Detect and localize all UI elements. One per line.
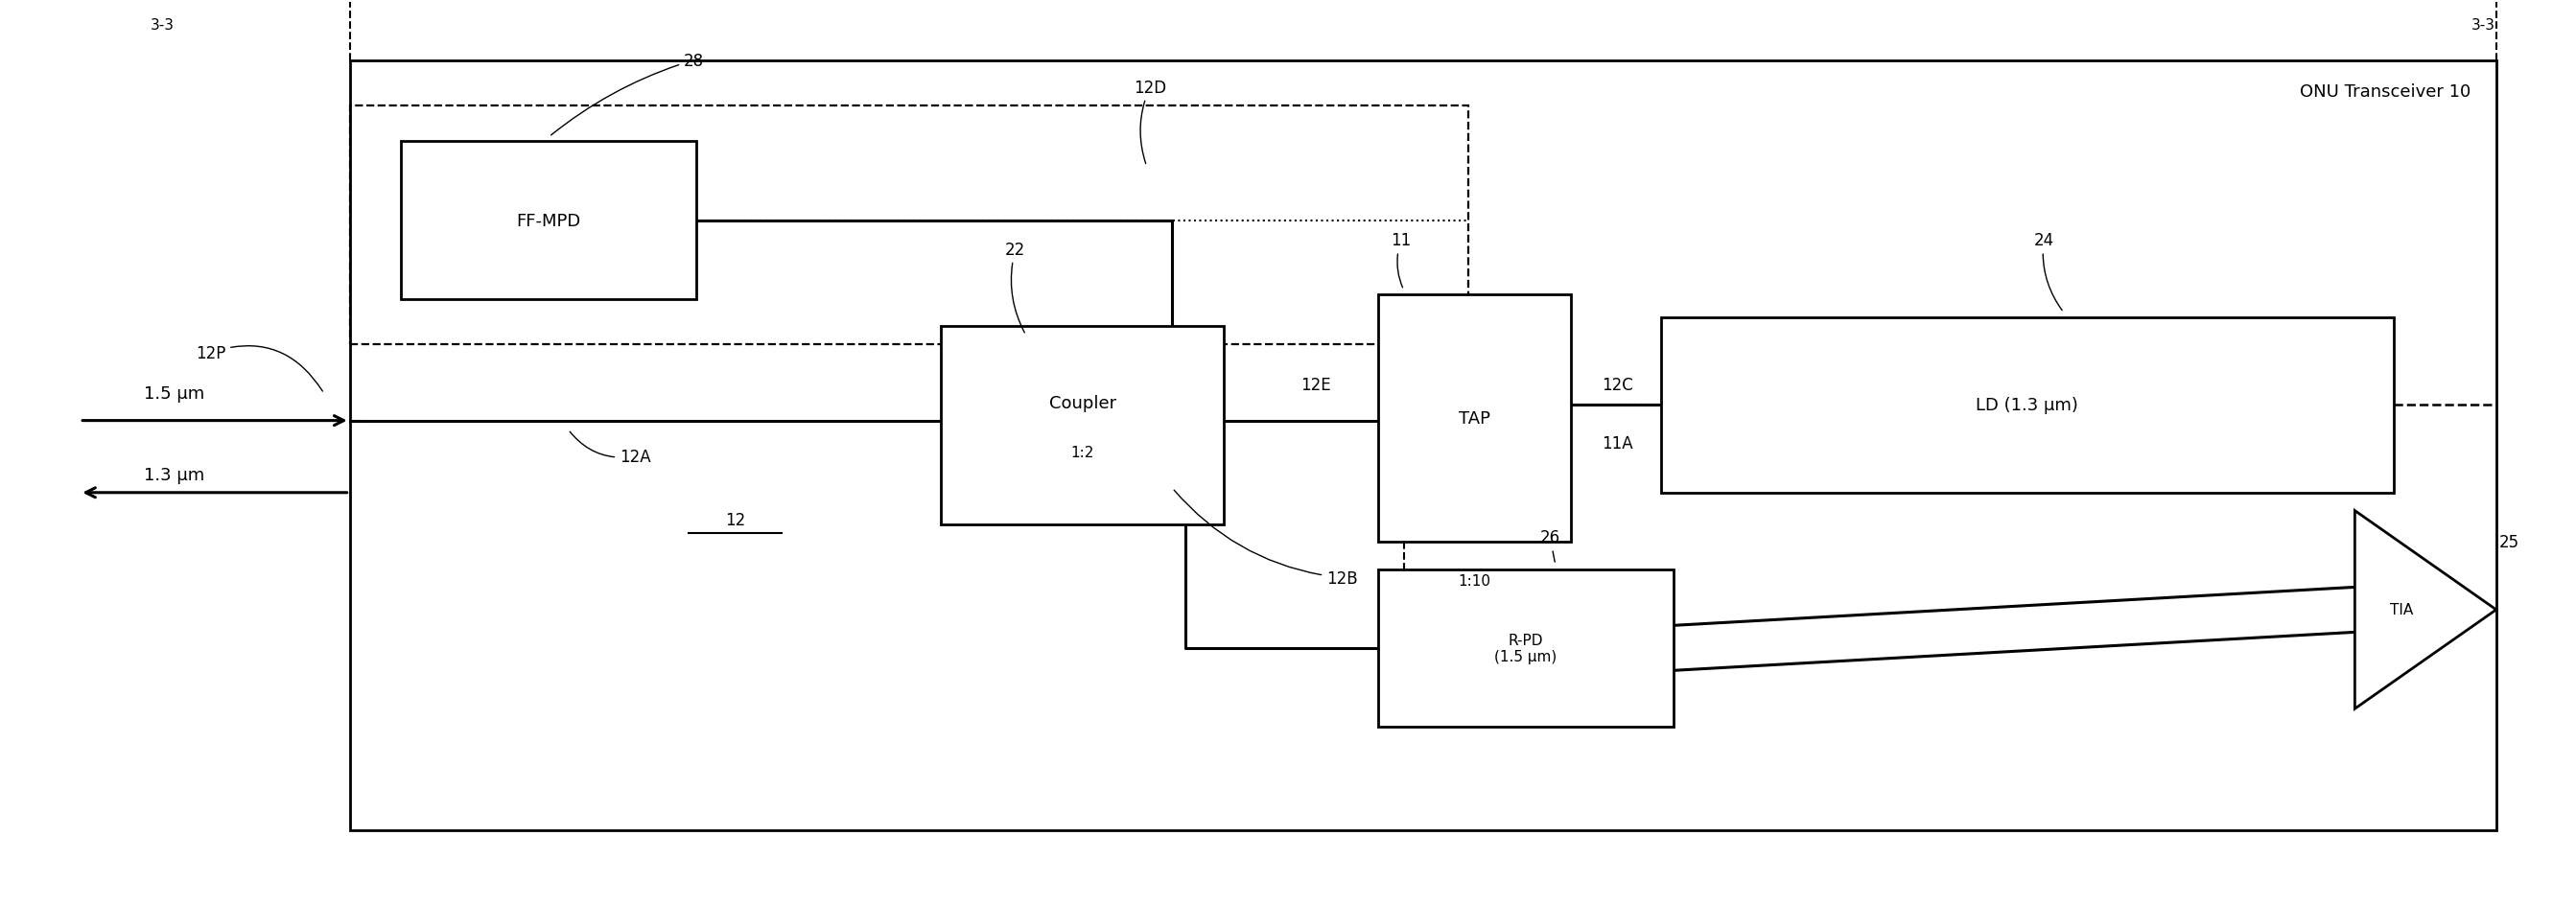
Text: 3-3: 3-3 — [149, 18, 175, 33]
Text: 1:10: 1:10 — [1458, 574, 1492, 588]
Text: R-PD
(1.5 μm): R-PD (1.5 μm) — [1494, 633, 1556, 663]
Text: 1.5 μm: 1.5 μm — [144, 386, 204, 403]
Text: 28: 28 — [551, 52, 703, 136]
Text: 12P: 12P — [196, 345, 322, 392]
Text: TAP: TAP — [1458, 410, 1489, 427]
Text: 1.3 μm: 1.3 μm — [144, 466, 204, 483]
Text: 26: 26 — [1540, 529, 1561, 562]
Text: 11A: 11A — [1602, 435, 1633, 452]
Bar — [940, 327, 1224, 525]
Bar — [350, 62, 2496, 831]
Text: 22: 22 — [1005, 241, 1025, 333]
Polygon shape — [2354, 511, 2496, 709]
Text: 12: 12 — [724, 511, 744, 529]
Text: ONU Transceiver 10: ONU Transceiver 10 — [2300, 83, 2470, 100]
Text: 12E: 12E — [1301, 376, 1332, 394]
Text: LD (1.3 μm): LD (1.3 μm) — [1976, 396, 2079, 414]
Text: 12C: 12C — [1602, 376, 1633, 394]
Bar — [1378, 569, 1674, 727]
Text: 25: 25 — [2499, 534, 2519, 551]
Bar — [1662, 318, 2393, 493]
Bar — [1378, 295, 1571, 542]
Text: 12B: 12B — [1175, 491, 1358, 586]
Text: TIA: TIA — [2391, 603, 2414, 617]
Text: 3-3: 3-3 — [2470, 18, 2496, 33]
Bar — [350, 106, 1468, 345]
Text: 12A: 12A — [569, 432, 652, 465]
Text: 11: 11 — [1391, 233, 1412, 288]
Text: 1:2: 1:2 — [1072, 445, 1095, 460]
Text: Coupler: Coupler — [1048, 395, 1115, 412]
Text: FF-MPD: FF-MPD — [518, 212, 582, 230]
Bar — [402, 142, 696, 300]
Text: 12D: 12D — [1133, 80, 1167, 165]
Text: 24: 24 — [2032, 233, 2063, 311]
